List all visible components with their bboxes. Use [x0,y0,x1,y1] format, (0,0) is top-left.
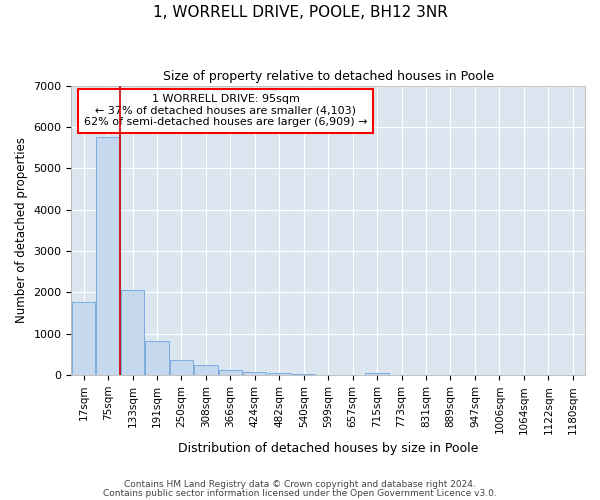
Bar [194,366,218,375]
Bar [170,360,193,375]
Bar [72,302,95,375]
Bar [97,138,120,375]
Bar [365,373,389,375]
Y-axis label: Number of detached properties: Number of detached properties [15,138,28,324]
Bar [219,370,242,375]
Text: Contains HM Land Registry data © Crown copyright and database right 2024.: Contains HM Land Registry data © Crown c… [124,480,476,489]
Text: 1, WORRELL DRIVE, POOLE, BH12 3NR: 1, WORRELL DRIVE, POOLE, BH12 3NR [152,5,448,20]
Bar [145,341,169,375]
X-axis label: Distribution of detached houses by size in Poole: Distribution of detached houses by size … [178,442,478,455]
Bar [292,374,316,375]
Title: Size of property relative to detached houses in Poole: Size of property relative to detached ho… [163,70,494,83]
Bar [268,373,291,375]
Bar [121,290,144,375]
Text: Contains public sector information licensed under the Open Government Licence v3: Contains public sector information licen… [103,488,497,498]
Text: 1 WORRELL DRIVE: 95sqm
← 37% of detached houses are smaller (4,103)
62% of semi-: 1 WORRELL DRIVE: 95sqm ← 37% of detached… [84,94,367,128]
Bar [243,372,266,375]
